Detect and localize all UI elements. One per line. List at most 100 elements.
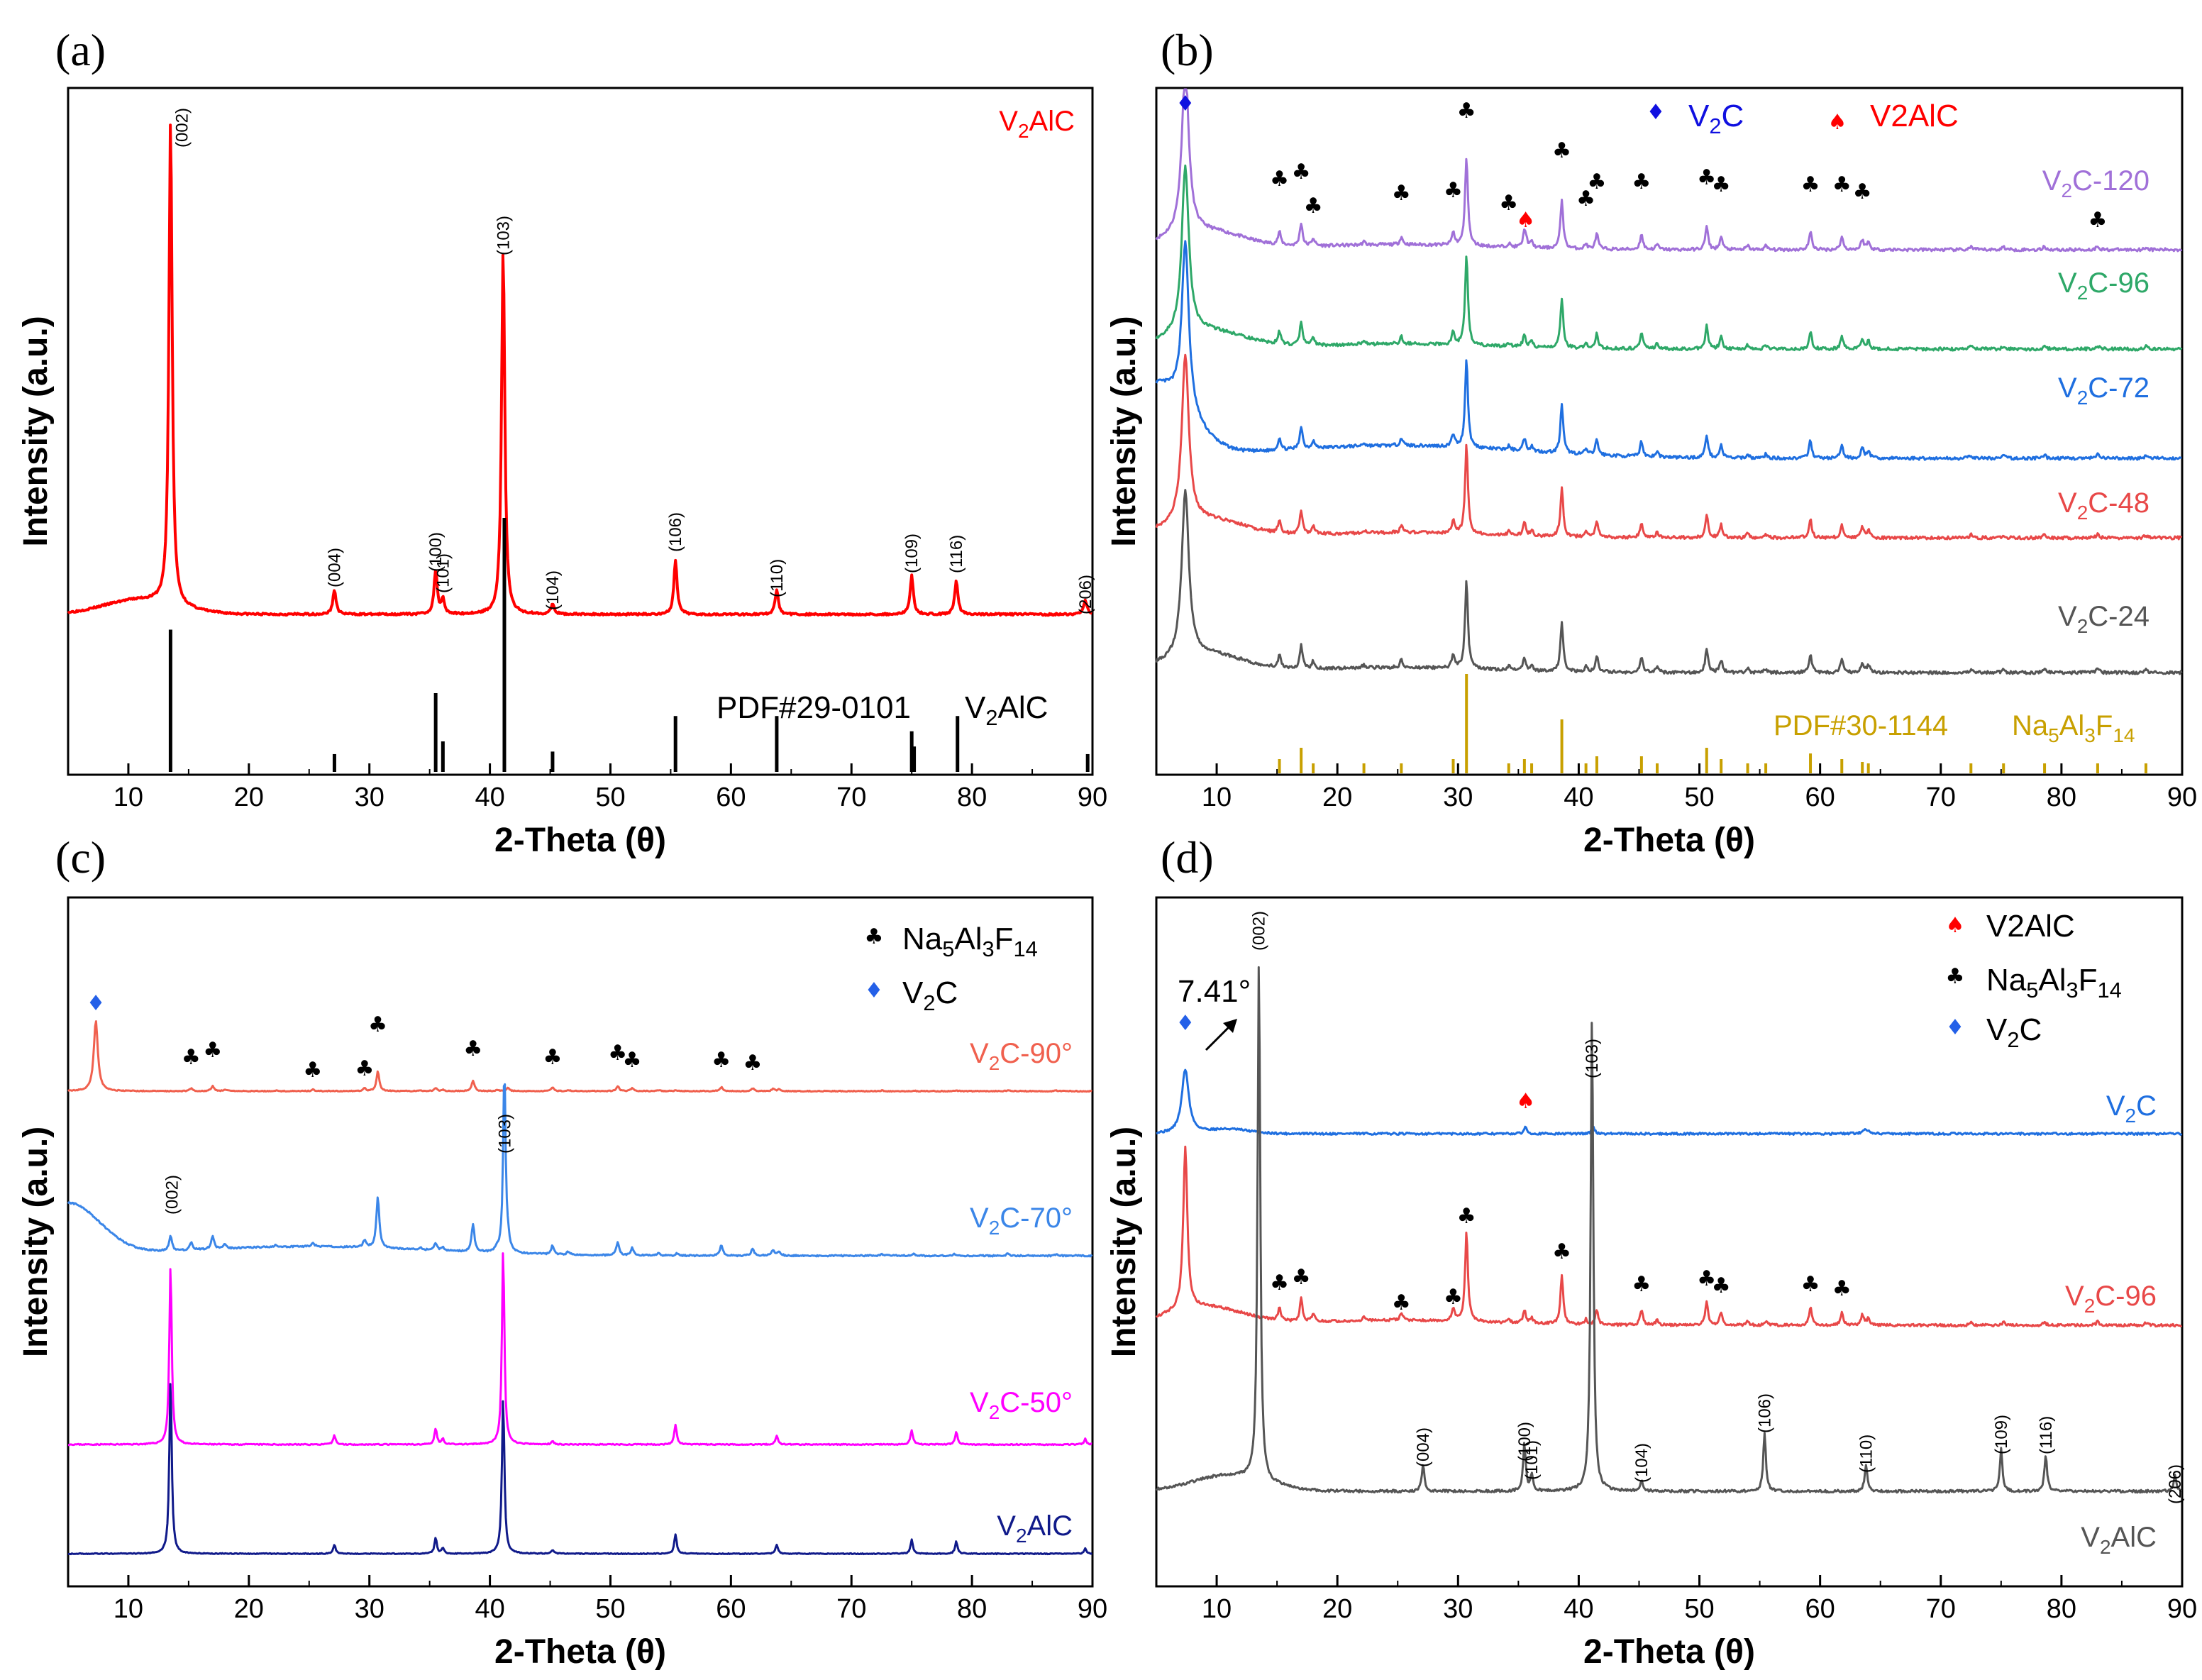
series-label: V2C-96 [2058,267,2150,304]
x-tick-label: 90 [2167,1594,2197,1624]
club-marker: ♣ [1632,170,1651,194]
club-marker: ♣ [1457,1204,1476,1229]
panel-label: (a) [55,25,106,75]
reference-label: PDF#29-0101 [717,690,911,725]
series-label: V2AlC [997,1510,1073,1547]
x-tick-label: 40 [475,1594,504,1624]
series-label: V2C [2106,1090,2157,1127]
series-line-v2c-50 [67,1252,1092,1447]
x-axis-title: 2-Theta (θ) [1583,822,1755,859]
hkl-label: (110) [1857,1435,1876,1473]
series-line-v2c [1156,1068,2183,1136]
x-tick-label: 40 [475,783,504,812]
spade-marker: ♠ [1946,913,1965,938]
club-marker: ♣ [1697,165,1716,190]
series-line-v2alc [67,123,1092,617]
hkl-label: (116) [947,535,966,573]
hkl-label: (116) [2037,1416,2056,1454]
x-tick-label: 80 [957,1594,987,1624]
legend-v2alc: V2AlC [1986,909,2075,944]
series-label: V2C-24 [2058,601,2150,637]
x-tick-label: 70 [836,783,866,812]
hkl-label: (109) [1992,1415,2011,1454]
hkl-label: (110) [768,559,787,597]
hkl-label: (103) [494,216,513,255]
club-marker: ♣ [1270,167,1289,192]
legend-v2c: V2C [1688,99,1744,138]
diamond-marker: ♦ [1175,92,1195,116]
legend-v2alc: V2AlC [1870,99,1959,133]
series-label-v2alc: V2AlC [999,106,1075,142]
diamond-marker: ♦ [865,978,884,1003]
series-label: V2C-70° [970,1203,1073,1239]
spade-marker: ♠ [1516,208,1535,233]
series-line-v2c-120 [1155,88,2183,253]
club-marker: ♣ [712,1048,731,1073]
x-tick-label: 50 [595,783,625,812]
club-marker: ♣ [608,1041,627,1066]
club-marker: ♣ [1499,191,1518,216]
x-tick-label: 70 [1926,783,1956,812]
x-tick-label: 40 [1564,783,1593,812]
series-line-v2c-96 [1156,1145,2183,1328]
series-line-v2alc [1155,966,2182,1494]
legend-na5al3f14: Na5Al3F14 [1986,963,2122,1002]
hkl-label: (104) [543,570,563,610]
hkl-label: (109) [902,534,922,573]
club-marker: ♣ [1576,187,1595,211]
y-axis-title: Intensity (a.u.) [17,1127,55,1357]
series-label: V2C-50° [970,1387,1073,1423]
x-tick-label: 80 [2047,783,2076,812]
club-marker: ♣ [1444,1285,1463,1310]
x-tick-label: 10 [1202,1594,1232,1624]
callout-arrowhead [1223,1019,1237,1033]
club-marker: ♣ [543,1045,562,1070]
plot-frame-d [1155,896,2184,1588]
club-marker: ♣ [1304,194,1323,219]
club-marker: ♣ [1392,1291,1411,1315]
reference-phase-label: Na5Al3F14 [2012,710,2135,746]
diamond-marker: ♦ [1175,1011,1195,1036]
hkl-label: (002) [162,1175,182,1215]
x-tick-label: 60 [1805,783,1835,812]
club-marker: ♣ [1712,172,1731,197]
club-marker: ♣ [303,1058,322,1083]
x-tick-label: 30 [1443,783,1473,812]
series-line-v2c-70 [67,1083,1093,1258]
x-tick-label: 90 [2167,783,2197,812]
hkl-label: (206) [2166,1464,2185,1504]
series-line-v2c-90 [67,1020,1092,1093]
legend-v2c: V2C [902,976,958,1015]
club-marker: ♣ [182,1045,201,1070]
series-label: V2C-48 [2058,487,2150,524]
hkl-label: (004) [325,548,344,587]
club-marker: ♣ [1292,160,1311,184]
hkl-label: (103) [495,1114,514,1154]
diamond-marker: ♦ [1946,1015,1965,1040]
hkl-label: (101) [433,553,453,593]
legend-na5al3f14: Na5Al3F14 [902,922,1038,961]
hkl-label: (103) [1583,1039,1602,1078]
panel-label: (d) [1161,832,1214,883]
x-tick-label: 30 [355,1594,384,1624]
x-tick-label: 10 [114,783,143,812]
club-marker: ♣ [1587,170,1606,194]
club-marker: ♣ [1392,181,1411,206]
x-tick-label: 20 [1322,1594,1352,1624]
club-marker: ♣ [1457,99,1476,123]
hkl-label: (104) [1632,1443,1652,1483]
club-marker: ♣ [1712,1273,1731,1298]
series-line-v2c-48 [1155,353,2183,541]
club-marker: ♣ [355,1056,374,1081]
reference-phase-label: V2AlC [965,690,1048,730]
x-tick-label: 20 [234,783,264,812]
club-marker: ♣ [743,1051,762,1076]
plot-frame-b [1155,87,2184,776]
series-label: V2C-72 [2058,372,2150,409]
club-marker: ♣ [1270,1271,1289,1295]
x-tick-label: 90 [1078,783,1107,812]
club-marker: ♣ [1832,1276,1852,1301]
hkl-label: (004) [1414,1427,1433,1467]
y-axis-title: Intensity (a.u.) [1105,316,1143,546]
diamond-marker: ♦ [1647,100,1666,125]
